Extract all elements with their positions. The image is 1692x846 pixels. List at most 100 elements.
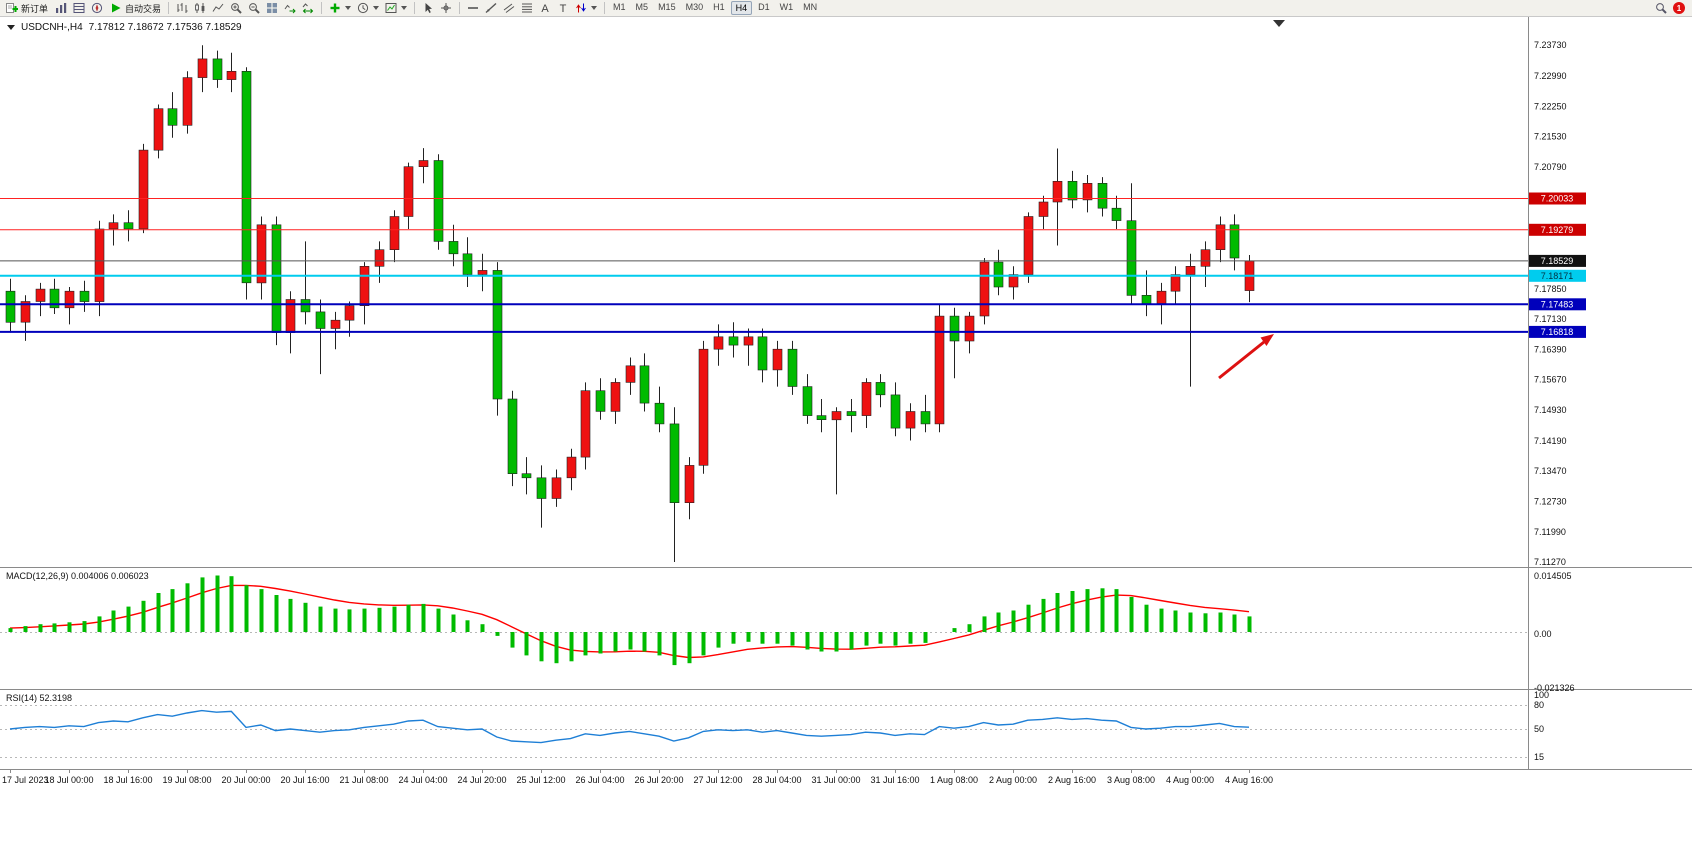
time-axis-label: 1 Aug 08:00 (930, 775, 978, 785)
rsi-axis-label: 100 (1534, 690, 1549, 700)
candle-chart-icon (195, 2, 205, 13)
time-axis-label: 26 Jul 20:00 (634, 775, 683, 785)
autotrading-button[interactable]: 自动交易 (107, 1, 164, 16)
trendline-button[interactable] (482, 0, 500, 15)
time-axis-label: 3 Aug 08:00 (1107, 775, 1155, 785)
price-badge: 7.20033 (1541, 194, 1574, 204)
caret-down-icon (373, 5, 380, 10)
navigator-button[interactable] (88, 0, 106, 15)
indicators-button[interactable] (326, 0, 354, 15)
zoom-in-button[interactable] (227, 0, 245, 15)
time-axis-label: 27 Jul 12:00 (693, 775, 742, 785)
chart-shift-marker[interactable] (1273, 20, 1285, 27)
trend-arrow-object[interactable] (1218, 334, 1274, 380)
time-axis-label: 24 Jul 04:00 (398, 775, 447, 785)
indicators-icon (330, 3, 340, 13)
toolbar-separator (414, 2, 416, 14)
time-axis-label: 19 Jul 08:00 (162, 775, 211, 785)
timeframe-m15[interactable]: M15 (658, 2, 676, 12)
templates-button[interactable] (382, 0, 410, 15)
timeframe-h4[interactable]: H4 (730, 1, 753, 15)
search-button[interactable] (1652, 1, 1670, 16)
navigator-icon (91, 2, 103, 13)
price-badge: 7.18529 (1541, 256, 1574, 266)
price-axis-label: 7.17850 (1534, 284, 1567, 294)
macd-axis-label: 0.00 (1534, 629, 1552, 639)
hline-button[interactable] (464, 0, 482, 15)
autotrading-label: 自动交易 (125, 3, 162, 14)
price-axis-label: 7.11990 (1534, 527, 1566, 537)
caret-down-icon (345, 5, 352, 10)
time-axis-label: 20 Jul 16:00 (280, 775, 329, 785)
time-axis-label: 17 Jul 2023 (2, 775, 49, 785)
price-axis-label: 7.23730 (1534, 40, 1567, 50)
timeframe-h1[interactable]: H1 (713, 2, 725, 12)
caret-down-icon (401, 5, 408, 10)
periods-icon (357, 2, 369, 13)
tile-windows-button[interactable] (263, 0, 281, 15)
chart-canvas[interactable]: 7.23730 7.22990 7.22250 7.21530 7.20790 7.178… (0, 17, 1692, 846)
zoom-out-button[interactable] (245, 0, 263, 15)
candlestick-series (5, 45, 1255, 562)
time-axis-label: 20 Jul 00:00 (221, 775, 270, 785)
fibonacci-button[interactable] (518, 0, 536, 15)
time-axis-label: 2 Aug 16:00 (1048, 775, 1096, 785)
new-order-button[interactable]: 新订单 (3, 1, 51, 16)
timeframe-m1[interactable]: M1 (613, 2, 626, 12)
chart-window[interactable]: 7.23730 7.22990 7.22250 7.21530 7.20790 7.178… (0, 17, 1692, 846)
equidistant-channel-button[interactable] (500, 0, 518, 15)
time-axis-label: 26 Jul 04:00 (575, 775, 624, 785)
panel-separators[interactable] (0, 17, 1692, 770)
time-axis-label: 18 Jul 16:00 (103, 775, 152, 785)
chart-shift-icon (302, 3, 314, 14)
candle-chart-button[interactable] (191, 0, 209, 15)
price-axis-label: 7.16390 (1534, 345, 1567, 355)
rsi-axis-label: 15 (1534, 752, 1544, 762)
svg-text:T: T (560, 3, 567, 14)
crosshair-button[interactable] (437, 0, 455, 15)
symbol-dropdown-icon[interactable] (7, 25, 15, 30)
auto-scroll-button[interactable] (281, 0, 299, 15)
line-chart-icon (212, 3, 224, 12)
price-badge: 7.18171 (1541, 271, 1574, 281)
macd-panel (0, 584, 1528, 659)
text-label-button[interactable]: T (554, 0, 572, 15)
price-axis-label: 7.12730 (1534, 497, 1567, 507)
horizontal-lines[interactable] (0, 198, 1528, 333)
toolbar-separator (321, 2, 323, 14)
search-icon (1656, 3, 1667, 14)
timeframe-m5[interactable]: M5 (635, 2, 649, 12)
price-axis-label: 7.13470 (1534, 466, 1567, 476)
periods-button[interactable] (354, 0, 382, 15)
toolbar-separator (168, 2, 170, 14)
price-badge: 7.17483 (1541, 299, 1574, 309)
macd-histogram (8, 575, 1252, 666)
macd-axis-label: -0.021326 (1534, 683, 1575, 693)
text-button[interactable]: A (536, 0, 554, 15)
timeframe-d1[interactable]: D1 (758, 2, 770, 12)
rsi-panel (0, 705, 1528, 758)
bar-chart-button[interactable] (173, 0, 191, 15)
price-axis[interactable]: 7.23730 7.22990 7.22250 7.21530 7.20790 7.178… (1534, 40, 1567, 567)
timeframe-w1[interactable]: W1 (779, 2, 794, 12)
time-axis-label: 28 Jul 04:00 (752, 775, 801, 785)
notification-badge[interactable]: 1 (1673, 2, 1685, 14)
line-chart-button[interactable] (209, 0, 227, 15)
timeframe-mn[interactable]: MN (803, 2, 818, 12)
timeframe-m30[interactable]: M30 (685, 2, 704, 12)
macd-axis: 0.014505 0.00 -0.021326 (1534, 571, 1575, 693)
time-axis-label: 18 Jul 00:00 (44, 775, 93, 785)
equidistant-channel-icon (503, 3, 515, 13)
text-icon: A (541, 3, 549, 14)
chart-title: USDCNH-,H4 7.17812 7.18672 7.17536 7.185… (7, 22, 242, 33)
chart-shift-button[interactable] (299, 0, 317, 15)
cursor-button[interactable] (419, 0, 437, 15)
time-axis-label: 31 Jul 16:00 (870, 775, 919, 785)
data-window-button[interactable] (70, 0, 88, 15)
market-watch-button[interactable] (52, 0, 70, 15)
market-watch-icon (56, 2, 67, 13)
arrows-button[interactable] (572, 0, 600, 15)
price-axis-label: 7.14190 (1534, 436, 1567, 446)
